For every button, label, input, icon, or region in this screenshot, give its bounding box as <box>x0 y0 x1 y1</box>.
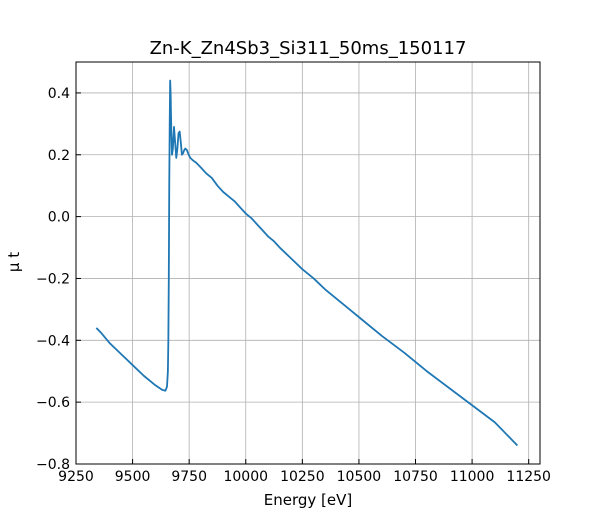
x-tick-label: 9500 <box>115 469 151 485</box>
x-axis-label: Energy [eV] <box>264 491 352 509</box>
series-line <box>95 79 519 447</box>
chart-title: Zn-K_Zn4Sb3_Si311_50ms_150117 <box>150 38 467 59</box>
y-tick-label: −0.6 <box>36 395 70 411</box>
plot-frame <box>75 61 541 465</box>
y-tick-label: 0.0 <box>48 210 70 226</box>
x-tick-label: 10250 <box>280 469 325 485</box>
x-tick-label: 10750 <box>393 469 438 485</box>
y-tick-label: −0.8 <box>36 457 70 473</box>
y-tick-label: −0.2 <box>36 271 70 287</box>
ticks: 9250 9500 9750 10000 10250 10500 10750 11000 112… <box>36 86 551 485</box>
x-tick-label: 10000 <box>223 469 268 485</box>
x-tick-label: 10500 <box>337 469 382 485</box>
x-tick-label: 9250 <box>58 469 94 485</box>
x-tick-label: 11250 <box>506 469 551 485</box>
series <box>95 79 519 447</box>
x-tick-label: 11000 <box>450 469 495 485</box>
x-tick-label: 9750 <box>171 469 207 485</box>
y-tick-label: 0.2 <box>48 148 70 164</box>
y-tick-label: 0.4 <box>48 86 70 102</box>
grid <box>75 62 540 465</box>
y-tick-label: −0.4 <box>36 333 70 349</box>
y-axis-label: μ t <box>5 252 23 272</box>
